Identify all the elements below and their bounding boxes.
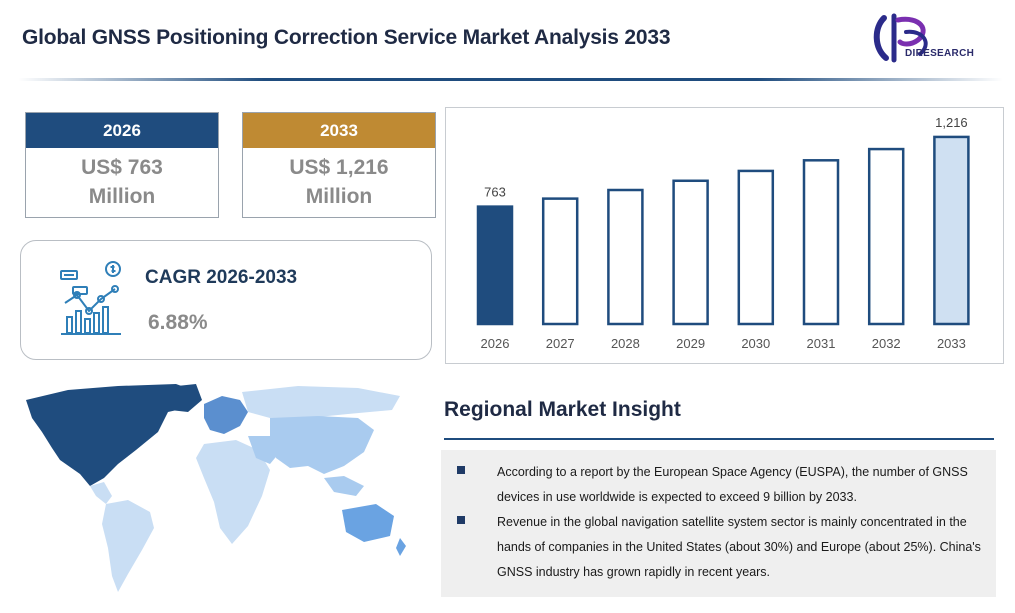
north-america-region bbox=[26, 384, 198, 486]
diresearch-logo bbox=[873, 13, 928, 63]
cagr-label: CAGR 2026-2033 bbox=[145, 267, 298, 288]
south-america-region bbox=[102, 500, 154, 592]
greenland-region bbox=[158, 384, 202, 412]
cagr-value: 6.88% bbox=[148, 311, 208, 334]
stat-year: 2033 bbox=[243, 113, 435, 148]
data-label: 763 bbox=[484, 185, 506, 200]
russia-region bbox=[242, 386, 400, 418]
x-tick-label: 2032 bbox=[872, 336, 901, 351]
logo-text: DIRESEARCH bbox=[905, 48, 975, 59]
stat-value: US$ 763 Million bbox=[26, 148, 218, 211]
bar-2029 bbox=[672, 179, 709, 326]
bar-2028 bbox=[607, 188, 644, 326]
data-label: 1,216 bbox=[935, 115, 968, 130]
stat-value-line1: US$ 763 bbox=[81, 156, 163, 179]
stat-card-2033: 2033 US$ 1,216 Million bbox=[242, 112, 436, 218]
stat-card-2026: 2026 US$ 763 Million bbox=[25, 112, 219, 218]
stat-value: US$ 1,216 Million bbox=[243, 148, 435, 211]
stat-year: 2026 bbox=[26, 113, 218, 148]
growth-chart-icon bbox=[60, 261, 121, 335]
oceania-region bbox=[342, 504, 394, 542]
x-tick-label: 2028 bbox=[611, 336, 640, 351]
bullet-square-icon bbox=[457, 516, 465, 524]
market-size-bar-chart: 2026 763 2027 2028 2029 2030 2031 2032 2033 1,216 bbox=[445, 107, 1004, 364]
bar-chart-svg: 2026 763 2027 2028 2029 2030 2031 2032 2033 1,216 bbox=[476, 115, 970, 351]
header-divider bbox=[18, 78, 1003, 81]
insight-divider bbox=[444, 438, 994, 440]
world-map bbox=[26, 384, 406, 592]
insight-title: Regional Market Insight bbox=[444, 398, 681, 421]
x-tick-label: 2030 bbox=[741, 336, 770, 351]
x-tick-label: 2026 bbox=[481, 336, 510, 351]
bar-2031 bbox=[802, 159, 840, 326]
x-tick-label: 2029 bbox=[676, 336, 705, 351]
africa-region bbox=[196, 440, 270, 544]
insight-bullet-text: According to a report by the European Sp… bbox=[497, 465, 968, 504]
bar-2026 bbox=[476, 205, 514, 326]
x-tick-label: 2031 bbox=[807, 336, 836, 351]
europe-region bbox=[204, 396, 248, 434]
asia-region bbox=[270, 416, 374, 474]
stat-value-line2: Million bbox=[88, 185, 156, 208]
central-america-region bbox=[90, 482, 112, 504]
stat-value-line2: Million bbox=[305, 185, 373, 208]
stat-value-line1: US$ 1,216 bbox=[289, 156, 389, 179]
bullet-square-icon bbox=[457, 466, 465, 474]
page-title: Global GNSS Positioning Correction Servi… bbox=[22, 26, 671, 49]
new-zealand-region bbox=[396, 538, 406, 556]
insight-panel: According to a report by the European Sp… bbox=[441, 450, 996, 597]
x-tick-label: 2027 bbox=[546, 336, 575, 351]
bar-2032 bbox=[867, 147, 905, 326]
bar-2033 bbox=[933, 135, 970, 326]
insight-bullet-text: Revenue in the global navigation satelli… bbox=[497, 515, 981, 579]
southeast-asia-region bbox=[324, 476, 364, 496]
cagr-card: CAGR 2026-2033 6.88% bbox=[20, 240, 432, 360]
bar-2030 bbox=[737, 169, 775, 326]
x-tick-label: 2033 bbox=[937, 336, 966, 351]
bar-2027 bbox=[541, 197, 579, 326]
